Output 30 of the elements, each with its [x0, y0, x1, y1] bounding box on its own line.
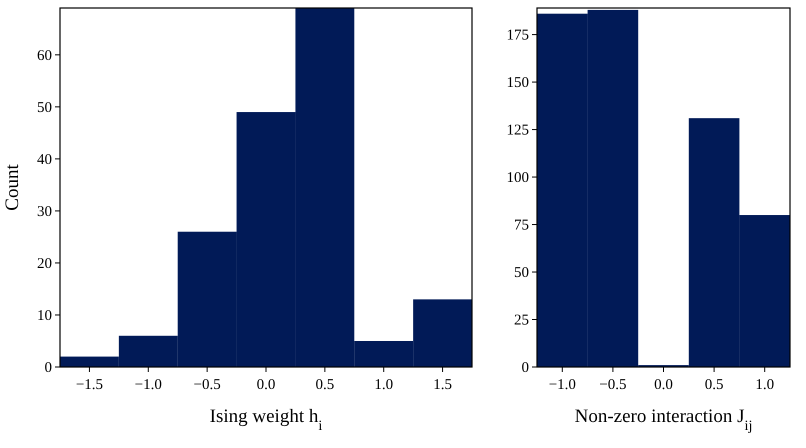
x-tick-label: −1.0 — [548, 377, 576, 393]
x-tick-label: 1.5 — [433, 377, 452, 393]
y-tick-label: 0 — [522, 360, 529, 376]
x-tick-label: 0.0 — [654, 377, 673, 393]
y-tick-label: 10 — [37, 308, 52, 324]
y-axis-title: Count — [2, 164, 23, 211]
x-axis-title: Non-zero interaction J$_{ij}$ — [574, 406, 752, 434]
y-tick-label: 40 — [37, 152, 52, 168]
x-tick-label: 0.5 — [704, 377, 724, 393]
x-tick-label: 1.0 — [374, 377, 394, 393]
y-tick-label: 60 — [37, 48, 52, 64]
x-tick-label: −0.5 — [599, 377, 627, 393]
y-tick-label: 30 — [37, 204, 52, 220]
x-tick-label: −1.5 — [76, 377, 104, 393]
y-tick-label: 150 — [506, 75, 529, 92]
x-axis-title: Ising weight h$_{i}$ — [210, 406, 322, 434]
x-tick-label: 0.5 — [315, 377, 334, 393]
y-tick-label: 125 — [506, 122, 529, 139]
y-tick-label: 100 — [506, 170, 529, 186]
y-tick-label: 50 — [514, 265, 529, 282]
x-tick-label: −0.5 — [194, 377, 221, 393]
y-tick-label: 75 — [514, 218, 529, 234]
y-tick-label: 175 — [506, 28, 529, 44]
x-tick-label: −1.0 — [134, 377, 162, 393]
y-tick-label: 20 — [37, 256, 52, 272]
y-tick-label: 25 — [514, 312, 529, 329]
y-tick-label: 50 — [37, 100, 52, 116]
x-tick-label: 1.0 — [755, 377, 774, 393]
x-tick-label: 0.0 — [256, 377, 276, 393]
y-tick-label: 0 — [44, 360, 52, 376]
